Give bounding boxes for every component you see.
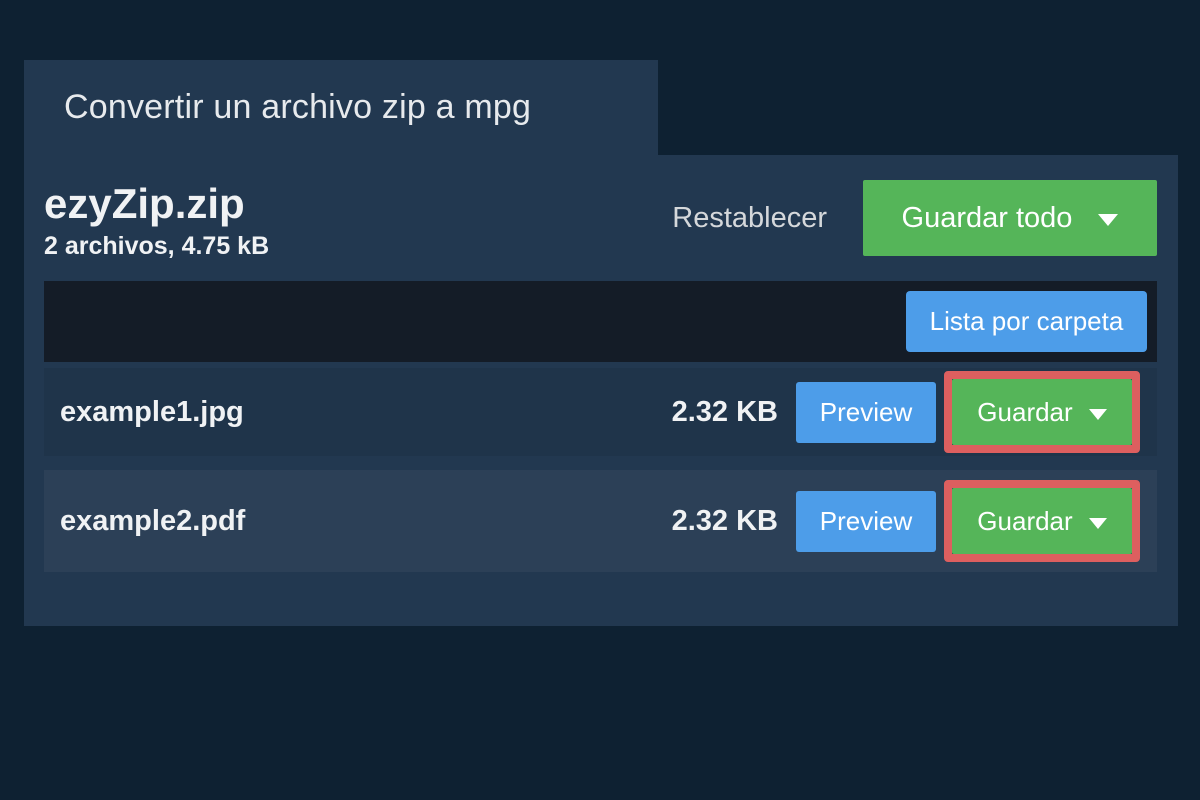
caret-down-icon [1088, 408, 1107, 420]
header-actions: Restablecer Guardar todo [672, 180, 1157, 256]
save-all-button[interactable]: Guardar todo [863, 180, 1157, 256]
preview-button[interactable]: Preview [796, 381, 936, 443]
save-button[interactable]: Guardar [952, 379, 1132, 445]
converter-panel: ezyZip.zip 2 archivos, 4.75 kB Restablec… [24, 155, 1178, 626]
page-title: Convertir un archivo zip a mpg [64, 88, 532, 126]
panel-header: ezyZip.zip 2 archivos, 4.75 kB Restablec… [44, 155, 1157, 281]
file-size: 2.32 KB [671, 504, 778, 537]
page-title-tab: Convertir un archivo zip a mpg [24, 60, 658, 155]
save-button[interactable]: Guardar [952, 488, 1132, 554]
file-name: example1.jpg [60, 395, 244, 428]
archive-summary: 2 archivos, 4.75 kB [44, 231, 270, 260]
preview-button[interactable]: Preview [796, 490, 936, 552]
save-label: Guardar [977, 396, 1073, 427]
caret-down-icon [1088, 517, 1107, 529]
save-button-highlight: Guardar [944, 480, 1140, 562]
archive-name: ezyZip.zip [44, 180, 245, 228]
file-row: example2.pdf 2.32 KB Preview Guardar [44, 470, 1157, 572]
file-size: 2.32 KB [671, 395, 778, 428]
list-by-folder-button[interactable]: Lista por carpeta [906, 291, 1147, 352]
file-row: example1.jpg 2.32 KB Preview Guardar [44, 368, 1157, 456]
save-all-label: Guardar todo [901, 201, 1073, 234]
file-name: example2.pdf [60, 504, 246, 537]
reset-button[interactable]: Restablecer [672, 201, 827, 234]
toolbar: Lista por carpeta [44, 281, 1157, 362]
save-label: Guardar [977, 505, 1073, 536]
save-button-highlight: Guardar [944, 371, 1140, 453]
caret-down-icon [1098, 214, 1119, 226]
archive-info: ezyZip.zip 2 archivos, 4.75 kB [44, 175, 269, 260]
